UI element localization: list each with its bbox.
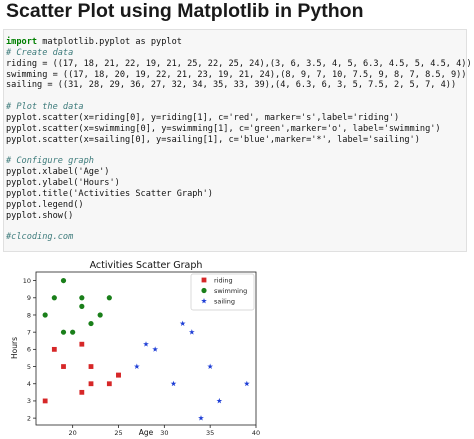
x-tick-label: 40 [252, 429, 260, 437]
legend: riding swimming sailing [190, 273, 255, 311]
y-tick-label: 6 [27, 346, 31, 354]
code-line: swimming = ((17, 18, 20, 19, 22, 21, 23,… [6, 69, 467, 80]
point-sailing [243, 380, 250, 387]
point-swimming [88, 320, 94, 327]
code-block [3, 29, 467, 252]
code-line: pyplot.scatter(x=sailing[0], y=sailing[1… [6, 134, 420, 145]
legend-marker-riding [201, 277, 207, 283]
code-line: pyplot.legend() [6, 199, 84, 210]
code-line: sailing = ((31, 28, 29, 36, 27, 32, 34, … [6, 80, 457, 91]
x-tick-label: 35 [206, 429, 214, 437]
point-swimming [79, 303, 85, 309]
code-line: pyplot.xlabel('Age') [6, 167, 110, 178]
point-swimming [97, 312, 103, 318]
legend-marker-swimming [201, 287, 207, 294]
point-sailing [179, 320, 186, 326]
point-sailing [198, 415, 204, 421]
x-tick-label: 20 [69, 429, 77, 437]
point-sailing [207, 363, 214, 369]
point-riding [116, 372, 121, 378]
data-points [42, 277, 250, 421]
point-swimming [70, 329, 76, 335]
y-tick-label: 9 [27, 294, 31, 302]
point-swimming [42, 312, 48, 318]
point-swimming [51, 295, 57, 301]
y-tick-label: 2 [27, 414, 31, 422]
legend-box [190, 273, 255, 311]
point-riding [79, 341, 85, 347]
code-line: pyplot.ylabel('Hours') [6, 177, 120, 188]
code-line: pyplot.title('Activities Scatter Graph') [6, 188, 213, 199]
code-listing: import matplotlib.pyplot as pyplot # Cre… [6, 37, 472, 243]
point-riding [88, 381, 94, 387]
point-riding [88, 364, 94, 369]
page-heading: Scatter Plot using Matplotlib in Python [6, 0, 364, 22]
point-sailing [170, 380, 177, 387]
y-axis-label: Hours [10, 337, 19, 359]
x-axis-label: Age [139, 428, 154, 437]
y-tick-label: 3 [27, 397, 31, 405]
point-sailing [152, 346, 159, 352]
point-swimming [60, 329, 67, 335]
point-riding [51, 346, 57, 352]
legend-label-riding: riding [214, 276, 233, 284]
code-line: pyplot.scatter(x=riding[0], y=riding[1],… [6, 112, 400, 123]
point-riding [61, 364, 66, 369]
y-tick-label: 4 [27, 380, 31, 388]
y-axis: 2 3 4 5 6 7 8 9 10 [23, 277, 36, 422]
point-riding [42, 398, 48, 404]
x-axis: 20 25 30 35 40 [69, 425, 260, 437]
code-comment: #clcoding.com [6, 232, 74, 243]
point-sailing [143, 341, 149, 347]
legend-marker-sailing [201, 298, 207, 304]
code-line: import matplotlib.pyplot as pyplot [6, 37, 182, 47]
x-tick-label: 30 [160, 429, 168, 437]
y-tick-label: 8 [27, 311, 31, 319]
point-sailing [216, 397, 223, 404]
code-line: pyplot.show() [6, 210, 74, 221]
legend-label-sailing: sailing [214, 297, 235, 305]
point-riding [79, 389, 85, 395]
point-swimming [106, 295, 112, 301]
x-tick-label: 25 [114, 429, 122, 437]
code-comment: # Plot the data [6, 102, 84, 113]
legend-label-swimming: swimming [214, 287, 247, 295]
point-sailing [133, 363, 140, 369]
scatter-chart: Activities Scatter Graph 20 25 30 35 40 2 3 4 5… [10, 260, 260, 437]
y-tick-label: 5 [27, 363, 31, 371]
chart-title: Activities Scatter Graph [90, 260, 203, 271]
code-comment: # Configure graph [6, 156, 94, 167]
point-sailing [188, 329, 195, 335]
y-tick-label: 10 [23, 277, 31, 285]
point-swimming [60, 277, 67, 284]
code-line: riding = ((17, 18, 21, 22, 19, 21, 25, 2… [6, 58, 472, 69]
y-tick-label: 7 [27, 328, 31, 336]
code-comment: # Create data [6, 47, 74, 58]
point-swimming [79, 295, 85, 301]
point-riding [106, 381, 112, 387]
code-line: pyplot.scatter(x=swimming[0], y=swimming… [6, 123, 441, 134]
